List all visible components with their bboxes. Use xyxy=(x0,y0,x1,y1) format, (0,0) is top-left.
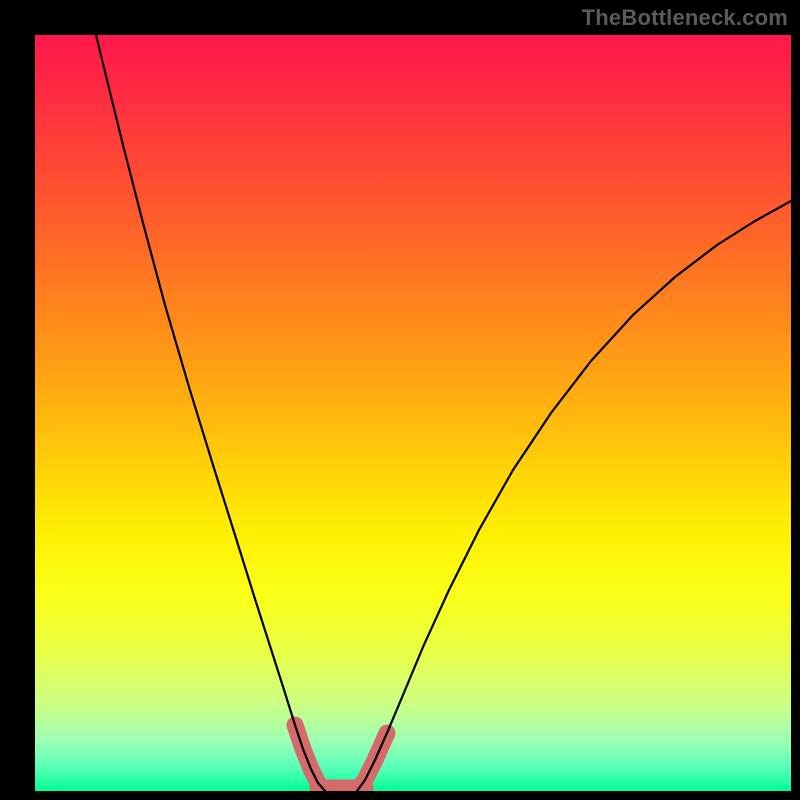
chart-curve-layer xyxy=(35,35,791,791)
curve-right-branch xyxy=(357,201,791,791)
curve-left-branch xyxy=(96,35,325,791)
frame-bottom xyxy=(0,791,800,800)
frame-right xyxy=(791,0,800,800)
frame-left xyxy=(0,0,35,800)
plot-area xyxy=(35,35,791,791)
watermark-text: TheBottleneck.com xyxy=(582,5,788,31)
